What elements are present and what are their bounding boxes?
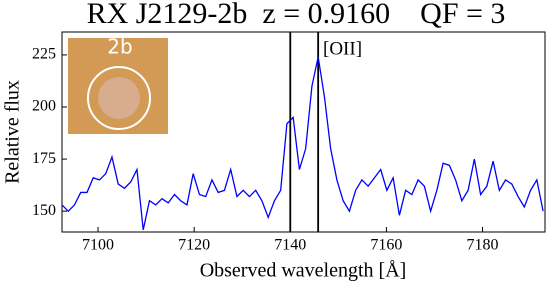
y-tick-label: 175 xyxy=(32,150,56,167)
inset-galaxy xyxy=(98,77,140,119)
y-axis-label: Relative flux xyxy=(2,80,24,184)
inset-image: 2b xyxy=(68,35,168,134)
y-tick-label: 200 xyxy=(32,98,56,115)
inset-label: 2b xyxy=(107,35,132,59)
inset-aperture xyxy=(87,66,151,130)
x-tick-label: 7160 xyxy=(370,237,402,254)
y-tick-label: 225 xyxy=(32,46,56,63)
x-tick-label: 7120 xyxy=(178,237,210,254)
line-annotation: [OII] xyxy=(323,38,362,59)
spectrum-line xyxy=(61,56,544,231)
x-tick-label: 7100 xyxy=(82,237,114,254)
x-tick-label: 7140 xyxy=(274,237,306,254)
y-tick-label: 150 xyxy=(32,202,56,219)
chart-title: RX J2129-2b z = 0.9160 QF = 3 xyxy=(87,0,506,30)
x-tick-label: 7180 xyxy=(467,237,499,254)
x-axis-label: Observed wavelength [Å] xyxy=(200,260,407,282)
plot-frame xyxy=(61,31,546,233)
